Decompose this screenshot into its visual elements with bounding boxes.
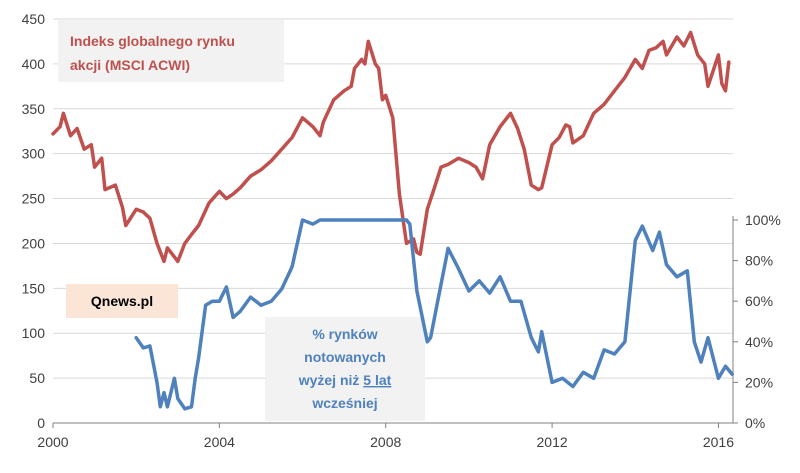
x-tick-label: 2012: [537, 434, 568, 450]
percent-label-line4: wcześniej: [311, 395, 377, 411]
percent-label-line3-prefix: wyżej niż: [298, 372, 364, 388]
msci-label-box: [58, 20, 284, 82]
percent-markets-line: [134, 218, 734, 411]
y-right-tick-label: 80%: [745, 253, 773, 269]
x-tick-label: 2016: [703, 434, 734, 450]
y-left-tick-label: 0: [37, 415, 45, 431]
y-left-tick-label: 400: [22, 56, 46, 72]
y-right-tick-label: 100%: [745, 212, 781, 228]
y-left-tick-label: 350: [22, 101, 46, 117]
percent-label-line2: notowanych: [304, 349, 386, 365]
tick-labels: 0 50 100 150 200 250 300 350 400 450 0% 20% 40% 60% 80…: [22, 11, 781, 450]
series-lines: [51, 30, 734, 411]
y-left-tick-label: 150: [22, 280, 46, 296]
percent-label-line3-underlined: 5 lat: [363, 372, 391, 388]
msci-label-line2: akcji (MSCI ACWI): [70, 57, 190, 73]
percent-label-line3: wyżej niż 5 lat: [298, 372, 392, 388]
msci-label-line1: Indeks globalnego rynku: [70, 33, 235, 49]
x-tick-label: 2004: [204, 434, 235, 450]
y-left-tick-label: 450: [22, 11, 46, 27]
percent-label-line1: % rynków: [312, 326, 377, 342]
y-left-tick-label: 100: [22, 325, 46, 341]
x-tick-label: 2000: [37, 434, 68, 450]
y-right-tick-label: 0%: [745, 415, 765, 431]
msci-acwi-line: [51, 30, 731, 264]
y-left-tick-label: 300: [22, 146, 46, 162]
x-tick-label: 2008: [370, 434, 401, 450]
y-right-tick-label: 40%: [745, 334, 773, 350]
y-right-tick-label: 20%: [745, 374, 773, 390]
y-left-tick-label: 50: [29, 370, 45, 386]
source-label-box: [66, 284, 178, 318]
source-label: Qnews.pl: [91, 293, 153, 309]
y-left-tick-label: 200: [22, 235, 46, 251]
y-right-tick-label: 60%: [745, 293, 773, 309]
axes: [52, 216, 738, 428]
percent-label-box: [265, 317, 425, 421]
y-left-tick-label: 250: [22, 191, 46, 207]
